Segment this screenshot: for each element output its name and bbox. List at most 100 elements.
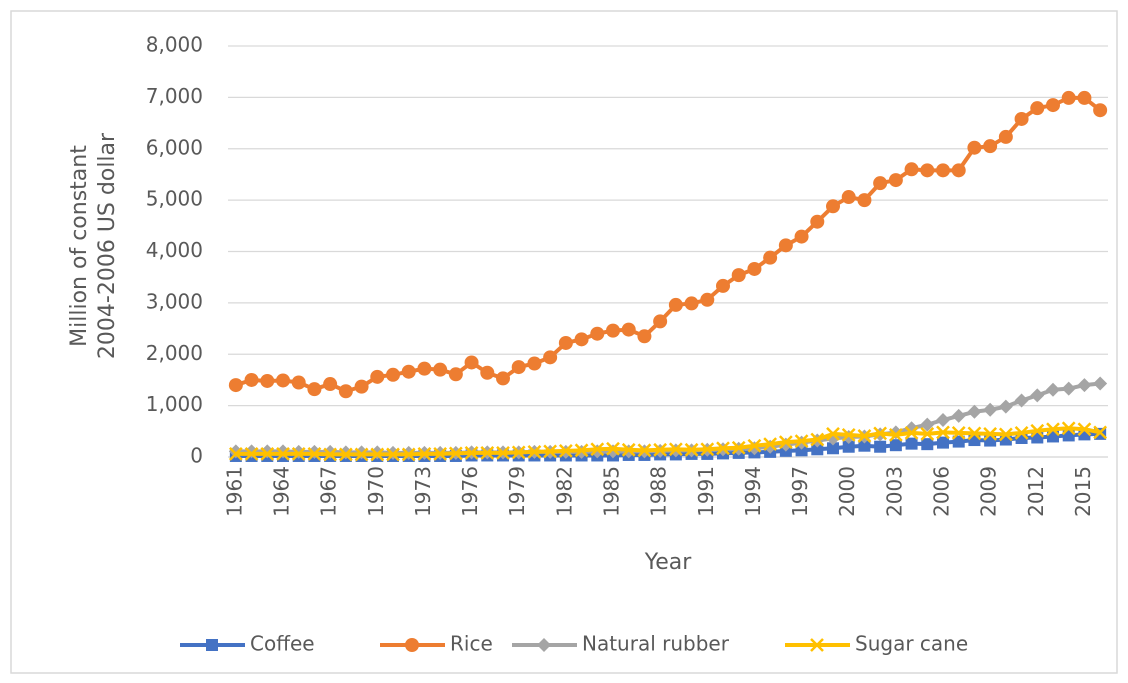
marker bbox=[338, 447, 353, 462]
marker bbox=[621, 442, 636, 457]
legend-label: Coffee bbox=[250, 632, 315, 656]
marker bbox=[1061, 421, 1076, 436]
marker bbox=[842, 440, 855, 453]
marker bbox=[291, 375, 306, 390]
marker bbox=[731, 440, 746, 455]
marker bbox=[920, 426, 935, 441]
x-tick-label: 1994 bbox=[741, 466, 765, 517]
marker bbox=[983, 426, 998, 441]
marker bbox=[967, 426, 982, 441]
marker bbox=[810, 638, 824, 652]
marker bbox=[1046, 382, 1060, 397]
marker bbox=[527, 444, 542, 459]
marker bbox=[794, 229, 809, 244]
marker bbox=[527, 356, 542, 371]
marker bbox=[967, 140, 982, 155]
marker bbox=[951, 425, 966, 440]
marker bbox=[228, 378, 243, 393]
marker bbox=[700, 442, 715, 457]
marker bbox=[1014, 425, 1029, 440]
marker bbox=[537, 638, 551, 652]
marker bbox=[904, 162, 919, 177]
x-tick-label: 1982 bbox=[552, 466, 576, 517]
marker bbox=[668, 297, 683, 312]
x-tick-label: 1997 bbox=[788, 466, 812, 517]
x-tick-label: 2006 bbox=[930, 466, 954, 517]
marker bbox=[858, 439, 871, 452]
marker bbox=[276, 373, 290, 388]
marker bbox=[417, 361, 432, 376]
marker bbox=[700, 292, 715, 307]
marker bbox=[401, 364, 416, 379]
x-tick-label: 1970 bbox=[364, 466, 388, 517]
series-line bbox=[235, 426, 1101, 457]
marker bbox=[260, 373, 275, 388]
marker bbox=[448, 367, 463, 382]
marker bbox=[857, 193, 872, 208]
marker bbox=[1030, 388, 1045, 403]
x-tick-label: 2009 bbox=[977, 466, 1001, 517]
x-tick-label: 2015 bbox=[1071, 466, 1095, 517]
marker bbox=[857, 429, 872, 443]
series bbox=[228, 421, 1108, 462]
marker bbox=[716, 278, 730, 293]
x-tick-label: 1973 bbox=[411, 466, 435, 517]
marker bbox=[983, 139, 998, 154]
marker bbox=[464, 446, 479, 460]
marker bbox=[276, 447, 290, 461]
marker bbox=[511, 360, 526, 375]
marker bbox=[888, 428, 903, 442]
marker bbox=[1077, 378, 1092, 393]
legend-label: Sugar cane bbox=[855, 632, 968, 656]
marker bbox=[448, 446, 463, 461]
x-tick-label: 2012 bbox=[1024, 466, 1048, 517]
marker bbox=[543, 350, 558, 365]
marker bbox=[998, 399, 1013, 414]
marker bbox=[386, 367, 400, 382]
marker bbox=[827, 442, 839, 455]
x-tick-label: 1991 bbox=[694, 466, 718, 517]
x-tick-label: 1988 bbox=[647, 466, 671, 517]
marker bbox=[810, 432, 825, 447]
marker bbox=[323, 377, 338, 392]
marker bbox=[590, 326, 605, 341]
marker bbox=[401, 447, 416, 462]
marker bbox=[747, 438, 762, 453]
marker bbox=[937, 436, 949, 449]
marker bbox=[370, 369, 385, 384]
marker bbox=[763, 437, 778, 452]
marker bbox=[511, 445, 526, 460]
marker bbox=[810, 214, 825, 229]
marker bbox=[921, 438, 934, 451]
marker bbox=[905, 437, 918, 450]
marker bbox=[405, 638, 419, 652]
marker bbox=[558, 335, 573, 350]
y-tick-label: 3,000 bbox=[146, 289, 203, 313]
x-tick-label: 2003 bbox=[882, 466, 906, 517]
marker bbox=[621, 322, 636, 337]
marker bbox=[1077, 422, 1092, 437]
marker bbox=[1014, 393, 1029, 408]
marker bbox=[480, 446, 495, 460]
marker bbox=[637, 443, 652, 458]
marker bbox=[684, 296, 699, 311]
marker bbox=[889, 439, 902, 452]
y-tick-label: 4,000 bbox=[146, 238, 203, 262]
marker bbox=[606, 323, 620, 338]
marker bbox=[936, 163, 950, 178]
series bbox=[228, 90, 1108, 399]
x-tick-label: 1967 bbox=[317, 466, 341, 517]
marker bbox=[206, 639, 218, 651]
marker bbox=[1093, 376, 1108, 391]
marker bbox=[794, 434, 809, 448]
marker bbox=[1030, 101, 1045, 116]
marker bbox=[260, 447, 275, 461]
marker bbox=[936, 413, 950, 428]
y-tick-label: 8,000 bbox=[146, 33, 203, 57]
marker bbox=[873, 426, 888, 441]
marker bbox=[323, 447, 338, 462]
marker bbox=[841, 428, 856, 442]
marker bbox=[920, 163, 935, 178]
legend-label: Rice bbox=[450, 632, 493, 656]
